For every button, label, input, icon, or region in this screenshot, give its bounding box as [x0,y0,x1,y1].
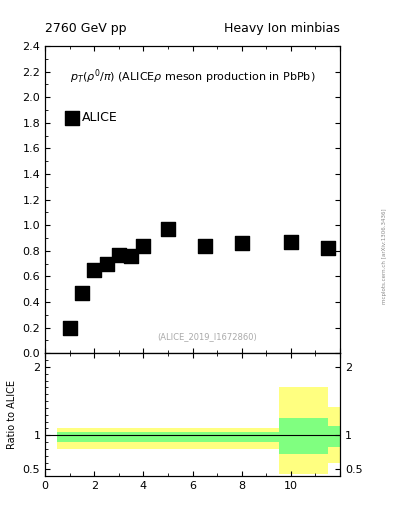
Text: Heavy Ion minbias: Heavy Ion minbias [224,22,340,35]
ALICE [239,239,245,247]
ALICE [128,252,134,260]
ALICE [140,242,147,250]
ALICE [79,289,85,297]
ALICE [325,244,331,252]
Text: 2760 GeV pp: 2760 GeV pp [45,22,127,35]
Legend: ALICE: ALICE [63,108,121,128]
ALICE [288,238,294,246]
ALICE [66,324,73,332]
ALICE [202,242,208,250]
ALICE [91,266,97,274]
Text: (ALICE_2019_I1672860): (ALICE_2019_I1672860) [158,332,257,341]
Y-axis label: Ratio to ALICE: Ratio to ALICE [7,380,17,449]
ALICE [116,251,122,259]
Text: $p_T(\rho^0/\pi)$ (ALICE$\rho$ meson production in PbPb): $p_T(\rho^0/\pi)$ (ALICE$\rho$ meson pro… [70,68,315,86]
Text: mcplots.cern.ch [arXiv:1306.3436]: mcplots.cern.ch [arXiv:1306.3436] [382,208,387,304]
ALICE [103,260,110,268]
ALICE [165,225,171,233]
